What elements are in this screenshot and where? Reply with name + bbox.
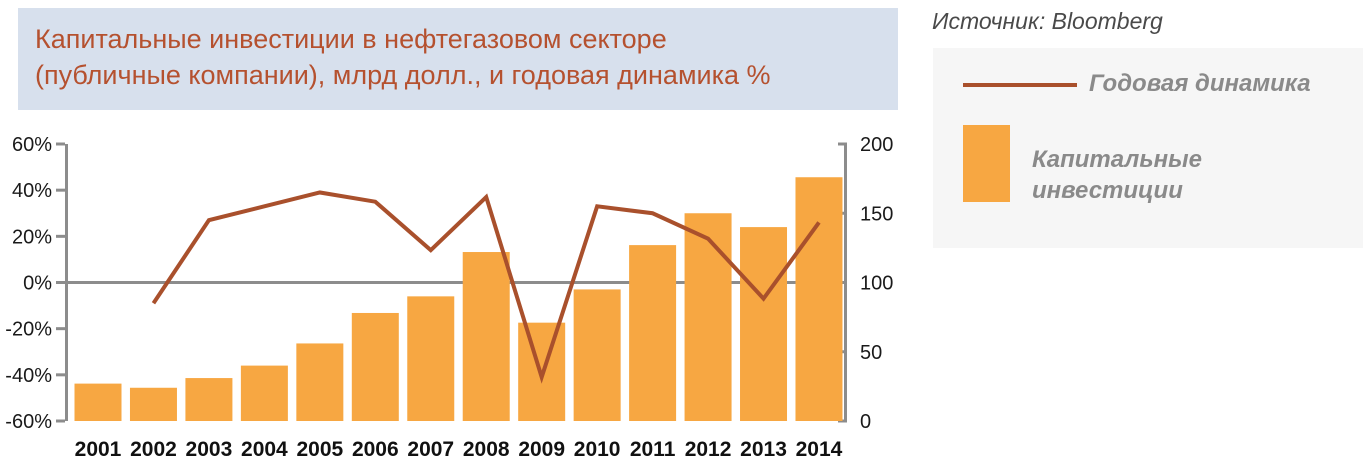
bar-2007 [407, 296, 455, 421]
x-label-2014: 2014 [796, 438, 843, 461]
x-label-2003: 2003 [186, 438, 233, 461]
bar-2011 [629, 245, 677, 421]
x-label-2010: 2010 [574, 438, 621, 461]
right-axis-tick-label: 150 [860, 203, 893, 225]
left-axis-tick-label: -20% [5, 319, 52, 341]
chart-title-line-2: (публичные компании), млрд долл., и годо… [35, 60, 771, 90]
right-axis-tick-label: 0 [860, 411, 871, 433]
legend-line-label: Годовая динамика [1089, 70, 1311, 97]
right-axis-tick-label: 50 [860, 342, 882, 364]
bar-2005 [296, 343, 344, 421]
bar-2006 [351, 312, 399, 421]
bar-2013 [740, 227, 788, 421]
x-label-2001: 2001 [75, 438, 122, 461]
x-label-2013: 2013 [740, 438, 787, 461]
left-axis-tick-label: 60% [12, 134, 52, 156]
chart-title-line-1: Капитальные инвестиции в нефтегазовом се… [35, 24, 667, 54]
x-label-2002: 2002 [130, 438, 177, 461]
left-axis-tick-label: -60% [5, 411, 52, 433]
chart-plot: 60% 40% 20% 0% -20% -40% -60% 200 150 100 50 0 2001 2… [5, 134, 893, 461]
x-label-2004: 2004 [241, 438, 288, 461]
legend-bar-label: Капитальные инвестиции [1032, 146, 1202, 204]
bar-2010 [573, 289, 621, 421]
left-axis-tick-label: 0% [23, 273, 52, 295]
x-label-2011: 2011 [630, 438, 676, 461]
source-label: Источник: Bloomberg [932, 8, 1163, 34]
x-label-2012: 2012 [685, 438, 732, 461]
left-axis-tick-label: -40% [5, 365, 52, 387]
x-label-2008: 2008 [463, 438, 510, 461]
bar-2012 [684, 213, 732, 421]
legend: Годовая динамика Капитальные инвестиции [933, 48, 1363, 248]
chart-title: Капитальные инвестиции в нефтегазовом се… [18, 8, 898, 110]
x-label-2009: 2009 [518, 438, 565, 461]
bar-2008 [462, 252, 510, 421]
bar-2004 [240, 365, 288, 421]
bar-2001 [74, 383, 122, 421]
right-axis-tick-label: 100 [860, 273, 893, 295]
right-axis-tick-label: 200 [860, 134, 893, 156]
bar-2002 [129, 387, 177, 421]
bar-2014 [795, 177, 843, 421]
x-label-2005: 2005 [296, 438, 343, 461]
bar-2003 [185, 378, 233, 421]
x-label-2007: 2007 [407, 438, 454, 461]
left-axis-tick-label: 20% [12, 226, 52, 248]
line-series [151, 190, 821, 384]
x-label-2006: 2006 [352, 438, 399, 461]
left-axis-tick-label: 40% [12, 180, 52, 202]
line-series-swatch [963, 83, 1077, 87]
bar-series-swatch [963, 125, 1010, 202]
